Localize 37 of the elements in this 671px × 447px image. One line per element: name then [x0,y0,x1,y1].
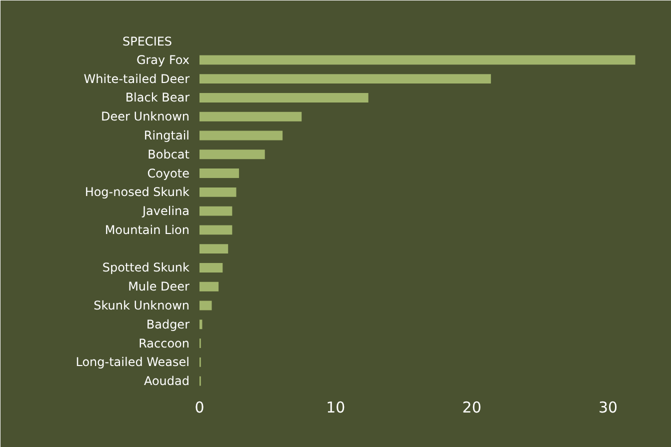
y-tick-label: Javelina [141,204,190,218]
bar [200,168,239,178]
y-tick-label: Aoudad [144,374,190,388]
bar [200,244,228,254]
y-tick-label: Skunk Unknown [94,298,190,312]
y-tick-label: Black Bear [125,90,190,105]
bar [200,187,236,197]
bar [200,206,232,216]
x-tick-label: 0 [194,398,204,416]
y-tick-label: Long-tailed Weasel [76,355,190,370]
y-tick-label: Spotted Skunk [102,260,190,275]
bar [200,150,265,160]
y-tick-label: Bobcat [148,147,190,162]
x-tick-label: 30 [598,398,618,416]
y-axis-title: SPECIES [122,34,172,48]
bar [200,225,232,235]
x-tick-label: 20 [462,398,482,416]
y-tick-label: Deer Unknown [101,110,190,124]
bar [200,300,212,310]
y-tick-label: Gray Fox [136,52,190,67]
y-tick-label: Mountain Lion [104,222,190,237]
bar [200,282,219,292]
y-tick-label: Coyote [147,166,190,180]
bar [200,55,636,65]
y-tick-label: Hog-nosed Skunk [84,185,190,200]
bar [200,112,302,122]
x-tick-label: 10 [326,398,346,416]
y-tick-label: Badger [146,317,190,332]
y-tick-label: Raccoon [138,336,190,350]
y-tick-label: Mule Deer [128,280,190,294]
bar [200,130,283,140]
bar [200,263,223,272]
y-tick-label: White-tailed Deer [84,72,190,86]
bar [200,320,202,330]
bar [200,93,368,102]
bar [200,74,491,84]
y-tick-label: Ringtail [144,128,190,142]
